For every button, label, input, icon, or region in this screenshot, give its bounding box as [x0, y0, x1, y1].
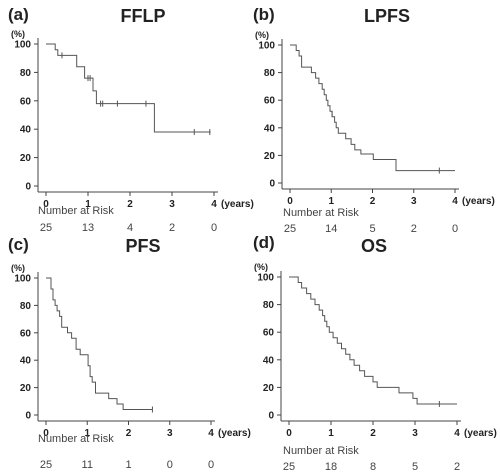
panel-letter-pfs: (c) — [8, 235, 29, 254]
risk-table-title-pfs: Number at Risk — [38, 433, 114, 445]
x-tick-label-lpfs: 0 — [287, 196, 293, 207]
risk-value-os: 25 — [283, 461, 295, 473]
risk-value-os: 18 — [325, 461, 337, 473]
x-tick-label-fflp: 1 — [85, 199, 91, 210]
y-tick-label-lpfs: 40 — [264, 123, 276, 134]
y-tick-label-pfs: 0 — [25, 411, 31, 422]
y-tick-label-fflp: 80 — [20, 68, 32, 79]
risk-value-lpfs: 25 — [284, 223, 296, 235]
x-tick-label-os: 3 — [412, 428, 418, 439]
risk-value-fflp: 25 — [40, 222, 52, 234]
x-axis-unit-os: (years) — [464, 428, 497, 439]
x-tick-label-fflp: 0 — [43, 199, 49, 210]
x-tick-label-pfs: 0 — [43, 428, 49, 439]
y-tick-label-lpfs: 100 — [258, 41, 275, 52]
risk-value-fflp: 13 — [82, 222, 94, 234]
survival-curve-os — [289, 276, 457, 405]
risk-value-fflp: 2 — [169, 222, 175, 234]
y-tick-label-lpfs: 80 — [264, 68, 276, 79]
y-axis-label-fflp: (%) — [11, 29, 25, 39]
panel-title-pfs: PFS — [125, 236, 160, 256]
y-axis-label-os: (%) — [254, 262, 268, 272]
y-tick-label-os: 40 — [263, 355, 275, 366]
x-tick-label-os: 4 — [454, 428, 460, 439]
risk-value-os: 2 — [454, 461, 460, 473]
x-tick-label-os: 0 — [286, 428, 292, 439]
y-tick-label-fflp: 100 — [14, 40, 31, 51]
risk-table-title-fflp: Number at Risk — [38, 205, 114, 217]
y-tick-label-os: 20 — [263, 383, 275, 394]
panel-title-lpfs: LPFS — [364, 6, 410, 26]
risk-value-pfs: 0 — [167, 459, 173, 471]
risk-value-pfs: 25 — [40, 459, 52, 471]
risk-value-pfs: 11 — [82, 459, 93, 471]
y-tick-label-lpfs: 60 — [264, 96, 276, 107]
y-tick-label-os: 60 — [263, 328, 275, 339]
x-tick-label-pfs: 3 — [167, 428, 173, 439]
y-tick-label-fflp: 60 — [20, 96, 32, 107]
risk-value-pfs: 1 — [125, 459, 131, 471]
risk-value-lpfs: 5 — [369, 223, 375, 235]
y-tick-label-pfs: 100 — [14, 274, 31, 285]
risk-value-pfs: 0 — [208, 459, 214, 471]
x-tick-label-pfs: 1 — [84, 428, 90, 439]
x-tick-label-os: 2 — [370, 428, 376, 439]
panel-title-fflp: FFLP — [121, 6, 166, 26]
y-tick-label-pfs: 80 — [20, 301, 32, 312]
panel-letter-fflp: (a) — [8, 5, 29, 24]
y-tick-label-fflp: 20 — [20, 153, 32, 164]
x-axis-unit-lpfs: (years) — [462, 196, 495, 207]
y-tick-label-pfs: 60 — [20, 328, 32, 339]
y-axis-label-pfs: (%) — [11, 263, 25, 273]
survival-curve-lpfs — [290, 44, 455, 172]
x-axis-unit-fflp: (years) — [221, 199, 254, 210]
x-tick-label-lpfs: 1 — [328, 196, 334, 207]
risk-value-lpfs: 2 — [411, 223, 417, 235]
x-tick-label-fflp: 2 — [127, 199, 133, 210]
y-tick-label-lpfs: 0 — [269, 179, 275, 190]
y-tick-label-os: 80 — [263, 300, 275, 311]
y-tick-label-pfs: 20 — [20, 383, 32, 394]
y-tick-label-os: 100 — [257, 273, 274, 284]
y-tick-label-os: 0 — [268, 411, 274, 422]
x-tick-label-pfs: 2 — [126, 428, 132, 439]
risk-value-fflp: 4 — [127, 222, 133, 234]
y-tick-label-lpfs: 20 — [264, 151, 276, 162]
y-tick-label-fflp: 0 — [25, 182, 31, 193]
risk-value-os: 8 — [370, 461, 376, 473]
survival-curve-fflp — [46, 43, 211, 133]
y-axis-label-lpfs: (%) — [255, 30, 269, 40]
y-tick-label-fflp: 40 — [20, 125, 32, 136]
survival-curve-pfs — [46, 277, 153, 410]
risk-value-os: 5 — [412, 461, 418, 473]
x-tick-label-lpfs: 2 — [370, 196, 376, 207]
panel-letter-os: (d) — [253, 233, 275, 252]
x-tick-label-lpfs: 4 — [452, 196, 458, 207]
risk-table-title-os: Number at Risk — [283, 445, 359, 457]
panel-letter-lpfs: (b) — [253, 5, 275, 24]
risk-value-lpfs: 0 — [452, 223, 458, 235]
risk-value-fflp: 0 — [211, 222, 217, 234]
risk-table-title-lpfs: Number at Risk — [283, 207, 359, 219]
y-tick-label-pfs: 40 — [20, 356, 32, 367]
x-tick-label-fflp: 3 — [169, 199, 175, 210]
x-axis-unit-pfs: (years) — [218, 428, 251, 439]
panel-title-os: OS — [361, 236, 387, 256]
x-tick-label-os: 1 — [328, 428, 334, 439]
x-tick-label-pfs: 4 — [208, 428, 214, 439]
risk-value-lpfs: 14 — [325, 223, 337, 235]
x-tick-label-fflp: 4 — [211, 199, 217, 210]
x-tick-label-lpfs: 3 — [411, 196, 417, 207]
